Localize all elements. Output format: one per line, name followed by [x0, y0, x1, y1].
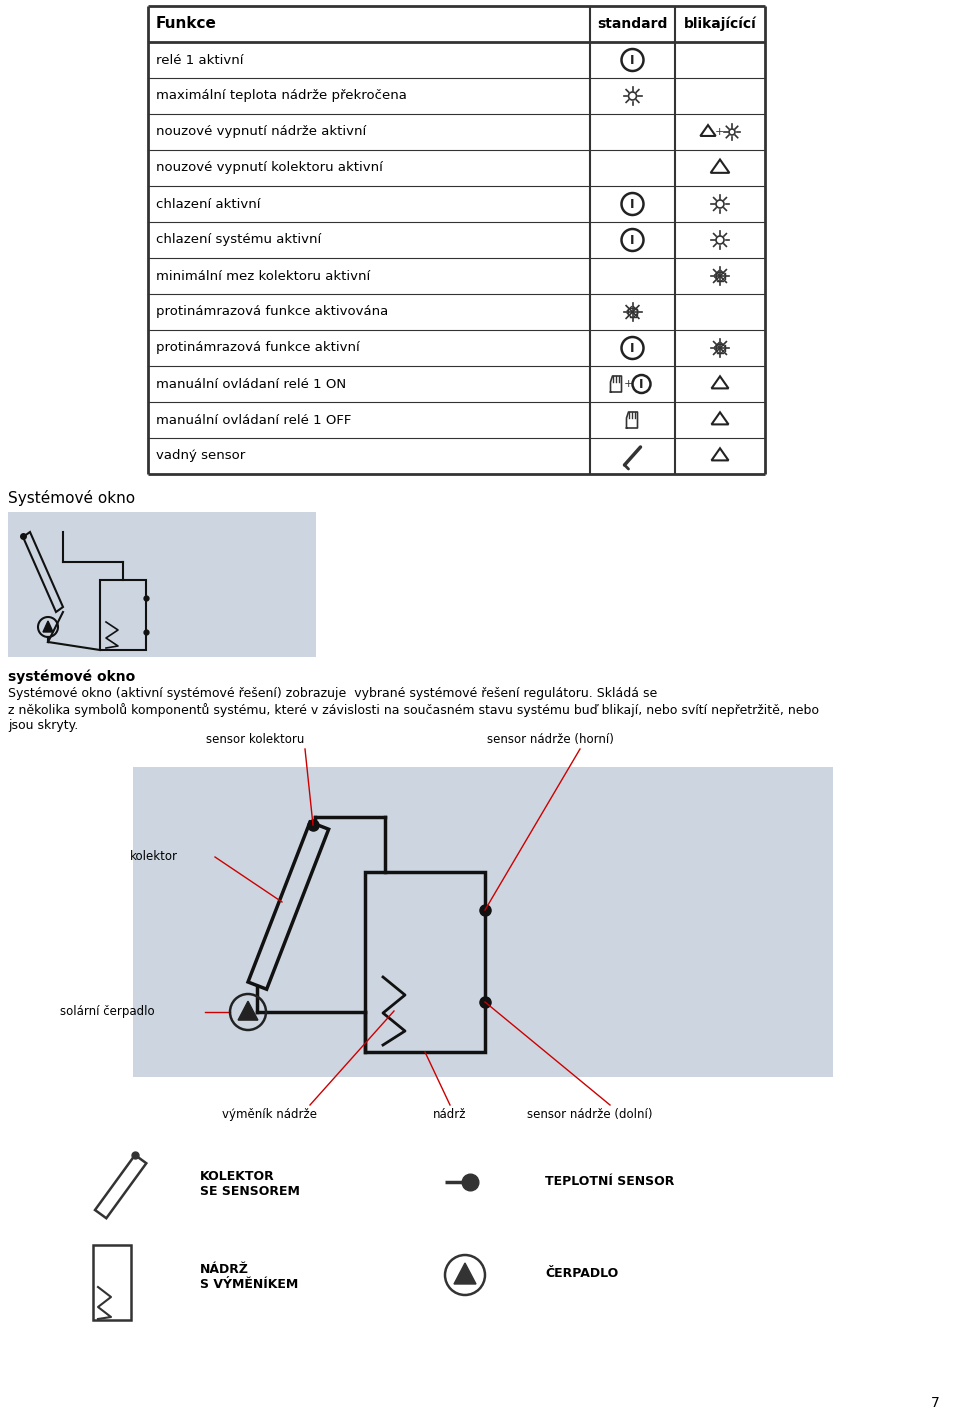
Text: relé 1 aktivní: relé 1 aktivní: [156, 54, 244, 67]
Text: Systémové okno (aktivní systémové řešení) zobrazuje  vybrané systémové řešení re: Systémové okno (aktivní systémové řešení…: [8, 686, 658, 701]
Text: KOLEKTOR: KOLEKTOR: [200, 1171, 275, 1183]
Text: nádrž: nádrž: [433, 1108, 467, 1121]
Bar: [133, 768, 833, 1077]
Text: systémové okno: systémové okno: [8, 669, 135, 684]
Text: +: +: [714, 127, 724, 137]
Text: sensor nádrže (dolní): sensor nádrže (dolní): [527, 1108, 653, 1121]
Text: manuální ovládaní relé 1 ON: manuální ovládaní relé 1 ON: [156, 377, 347, 390]
Text: manuální ovládaní relé 1 OFF: manuální ovládaní relé 1 OFF: [156, 413, 351, 427]
Text: protinámrazová funkce aktivována: protinámrazová funkce aktivována: [156, 306, 388, 319]
Text: blikajícící: blikajícící: [684, 17, 756, 31]
Text: chlazení systému aktivní: chlazení systému aktivní: [156, 234, 322, 246]
Text: I: I: [631, 198, 635, 211]
Text: nouzové vypnutí nádrže aktivní: nouzové vypnutí nádrže aktivní: [156, 125, 367, 138]
Text: 7: 7: [931, 1396, 940, 1410]
Text: TEPLOTNÍ SENSOR: TEPLOTNÍ SENSOR: [545, 1175, 674, 1188]
Text: jsou skryty.: jsou skryty.: [8, 719, 79, 732]
Polygon shape: [43, 621, 53, 632]
Text: +: +: [624, 379, 634, 389]
Text: I: I: [639, 377, 644, 390]
Text: I: I: [631, 54, 635, 67]
Text: SE SENSOREM: SE SENSOREM: [200, 1185, 300, 1198]
Bar: [365, 871, 485, 1052]
Text: Systémové okno: Systémové okno: [8, 490, 135, 506]
Polygon shape: [238, 1001, 258, 1020]
Text: nouzové vypnutí kolektoru aktivní: nouzové vypnutí kolektoru aktivní: [156, 161, 383, 175]
Text: solární čerpadlo: solární čerpadlo: [60, 1005, 155, 1018]
Polygon shape: [454, 1263, 476, 1284]
Text: vadný sensor: vadný sensor: [156, 450, 245, 463]
Bar: [8, 513, 316, 656]
Text: Funkce: Funkce: [156, 17, 217, 31]
Text: z několika symbolů komponentů systému, které v závislosti na současném stavu sys: z několika symbolů komponentů systému, k…: [8, 703, 819, 716]
Text: chlazení aktivní: chlazení aktivní: [156, 198, 260, 211]
Text: I: I: [631, 342, 635, 355]
Text: kolektor: kolektor: [130, 850, 178, 863]
Text: výměník nádrže: výměník nádrže: [223, 1108, 318, 1121]
Text: maximální teplota nádrže překročena: maximální teplota nádrže překročena: [156, 90, 407, 103]
Bar: [100, 580, 146, 649]
Text: standard: standard: [597, 17, 668, 31]
Text: sensor kolektoru: sensor kolektoru: [205, 733, 304, 746]
Text: ČERPADLO: ČERPADLO: [545, 1267, 618, 1280]
Text: NÁDRŽ: NÁDRŽ: [200, 1263, 249, 1276]
Text: I: I: [631, 234, 635, 246]
Text: S VÝMĚNÍKEM: S VÝMĚNÍKEM: [200, 1277, 299, 1292]
Text: minimální mez kolektoru aktivní: minimální mez kolektoru aktivní: [156, 269, 371, 282]
Bar: [93, 1245, 131, 1320]
Text: sensor nádrže (horní): sensor nádrže (horní): [487, 733, 613, 746]
Text: protinámrazová funkce aktivní: protinámrazová funkce aktivní: [156, 342, 360, 355]
